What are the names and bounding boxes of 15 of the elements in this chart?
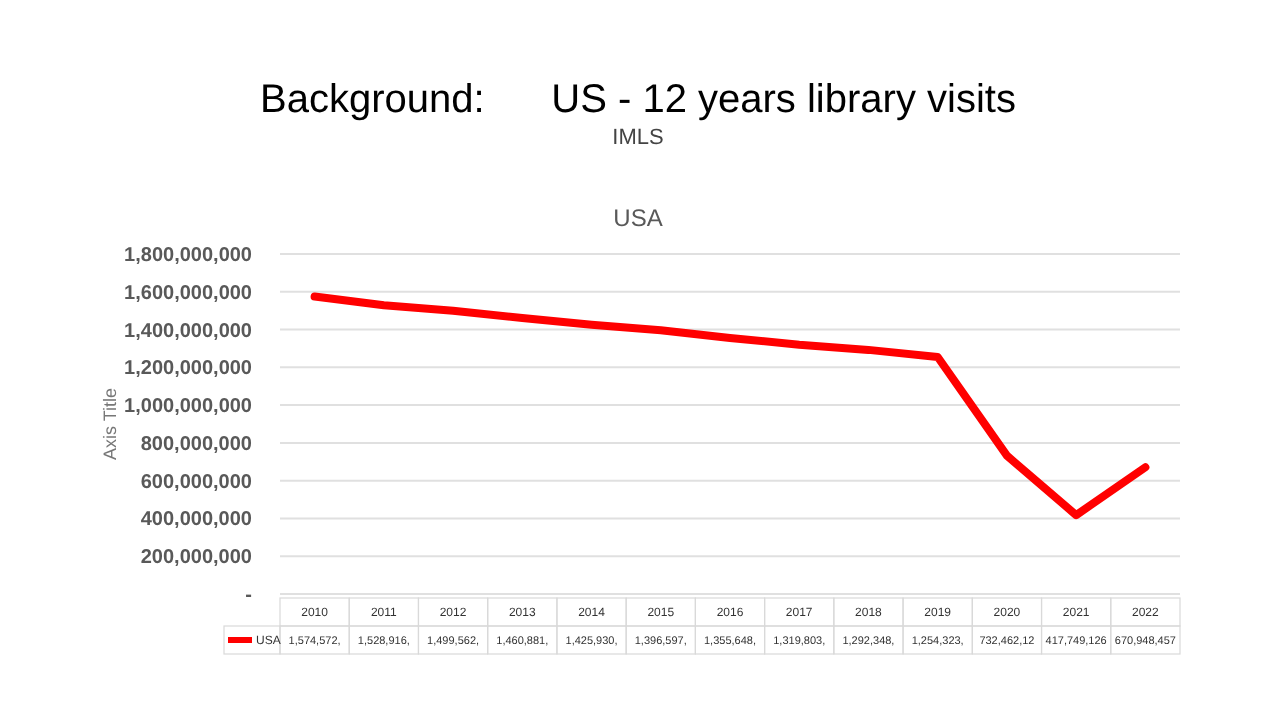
y-tick-label: - bbox=[245, 585, 252, 607]
y-tick-label: 1,600,000,000 bbox=[124, 282, 253, 305]
chart-subtitle: IMLS bbox=[612, 126, 664, 150]
y-axis-title: Axis Title bbox=[100, 387, 120, 461]
chart-title: Background: US - 12 years library visits bbox=[260, 78, 1016, 122]
y-tick-label: 800,000,000 bbox=[140, 433, 253, 456]
y-tick-label: 400,000,000 bbox=[140, 509, 253, 532]
y-tick-label: 1,200,000,000 bbox=[124, 358, 253, 381]
y-tick-label: 600,000,000 bbox=[140, 471, 253, 494]
line-series bbox=[310, 292, 1150, 520]
y-tick-label: 1,800,000,000 bbox=[124, 245, 253, 267]
y-tick-label: 1,400,000,000 bbox=[124, 320, 253, 343]
y-tick-label: 1,000,000,000 bbox=[124, 396, 253, 419]
y-tick-label: 200,000,000 bbox=[140, 547, 253, 570]
text: USA bbox=[613, 204, 663, 232]
